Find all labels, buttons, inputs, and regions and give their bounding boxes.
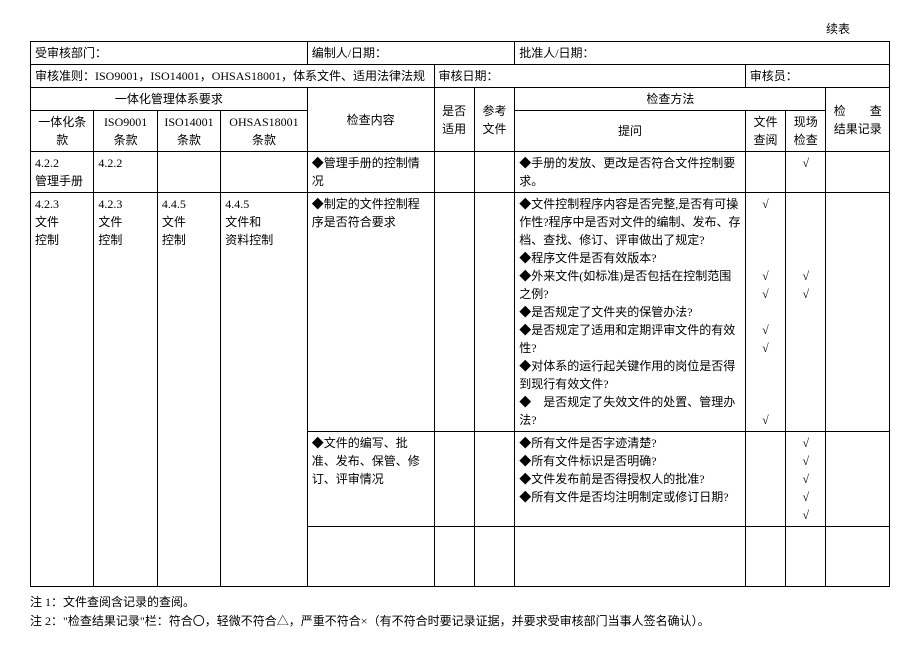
header-result: 检 查结果记录 [826, 88, 890, 152]
header-col3: ISO14001条款 [157, 111, 220, 152]
header-col2: ISO9001条款 [94, 111, 157, 152]
r2-applicable [434, 193, 474, 432]
header-site-check: 现场检查 [786, 111, 826, 152]
spacer-refdoc [474, 527, 514, 587]
spacer-content [307, 527, 434, 587]
header-doc-review: 文件查阅 [745, 111, 785, 152]
r1-docreview [745, 152, 785, 193]
r1-content: ◆管理手册的控制情况 [307, 152, 434, 193]
header-check-content: 检查内容 [307, 88, 434, 152]
spacer-docreview [745, 527, 785, 587]
note-2: 注 2："检查结果记录"栏：符合〇，轻微不符合△，严重不符合×（有不符合时要记录… [30, 612, 890, 631]
audit-table: 受审核部门： 编制人/日期： 批准人/日期： 审核准则：ISO9001，ISO1… [30, 41, 890, 587]
spacer-question [515, 527, 746, 587]
header-question: 提问 [515, 111, 746, 152]
r2-c1: 4.2.3文件控制 [31, 193, 94, 587]
spacer-result [826, 527, 890, 587]
continuation-label: 续表 [30, 20, 890, 37]
r2-docreview: √ √√ √√ √ [745, 193, 785, 432]
r1-c1: 4.2.2管理手册 [31, 152, 94, 193]
note-1: 注 1：文件查阅含记录的查阅。 [30, 593, 890, 612]
header-ref-doc: 参考文件 [474, 88, 514, 152]
r2-content: ◆制定的文件控制程序是否符合要求 [307, 193, 434, 432]
r3-docreview [745, 432, 785, 527]
r2-c4: 4.4.5文件和资料控制 [221, 193, 307, 587]
audit-date-cell: 审核日期： [434, 65, 745, 88]
r1-sitecheck: √ [786, 152, 826, 193]
r2-c2: 4.2.3文件控制 [94, 193, 157, 587]
r2-c3: 4.4.5文件控制 [157, 193, 220, 587]
r3-sitecheck: √√√√√ [786, 432, 826, 527]
r3-applicable [434, 432, 474, 527]
r1-c3 [157, 152, 220, 193]
r2-refdoc [474, 193, 514, 432]
r3-refdoc [474, 432, 514, 527]
header-col1: 一体化条款 [31, 111, 94, 152]
r2-sitecheck: √√ [786, 193, 826, 432]
prepared-cell: 编制人/日期： [307, 42, 515, 65]
header-integrated: 一体化管理体系要求 [31, 88, 308, 111]
auditor-cell: 审核员： [745, 65, 889, 88]
spacer-sitecheck [786, 527, 826, 587]
header-check-method: 检查方法 [515, 88, 826, 111]
dept-cell: 受审核部门： [31, 42, 308, 65]
notes-section: 注 1：文件查阅含记录的查阅。 注 2："检查结果记录"栏：符合〇，轻微不符合△… [30, 593, 890, 631]
r1-c4 [221, 152, 307, 193]
r1-c2: 4.2.2 [94, 152, 157, 193]
r1-refdoc [474, 152, 514, 193]
r2-result [826, 193, 890, 432]
r3-question: ◆所有文件是否字迹清楚?◆所有文件标识是否明确?◆文件发布前是否得授权人的批准?… [515, 432, 746, 527]
spacer-applicable [434, 527, 474, 587]
r1-result [826, 152, 890, 193]
criteria-cell: 审核准则：ISO9001，ISO14001，OHSAS18001，体系文件、适用… [31, 65, 435, 88]
r3-content: ◆文件的编写、批准、发布、保管、修订、评审情况 [307, 432, 434, 527]
r1-question: ◆手册的发放、更改是否符合文件控制要求。 [515, 152, 746, 193]
r3-result [826, 432, 890, 527]
header-applicable: 是否适用 [434, 88, 474, 152]
r1-applicable [434, 152, 474, 193]
approved-cell: 批准人/日期： [515, 42, 890, 65]
header-col4: OHSAS18001条款 [221, 111, 307, 152]
r2-question: ◆文件控制程序内容是否完整,是否有可操作性?程序中是否对文件的编制、发布、存档、… [515, 193, 746, 432]
